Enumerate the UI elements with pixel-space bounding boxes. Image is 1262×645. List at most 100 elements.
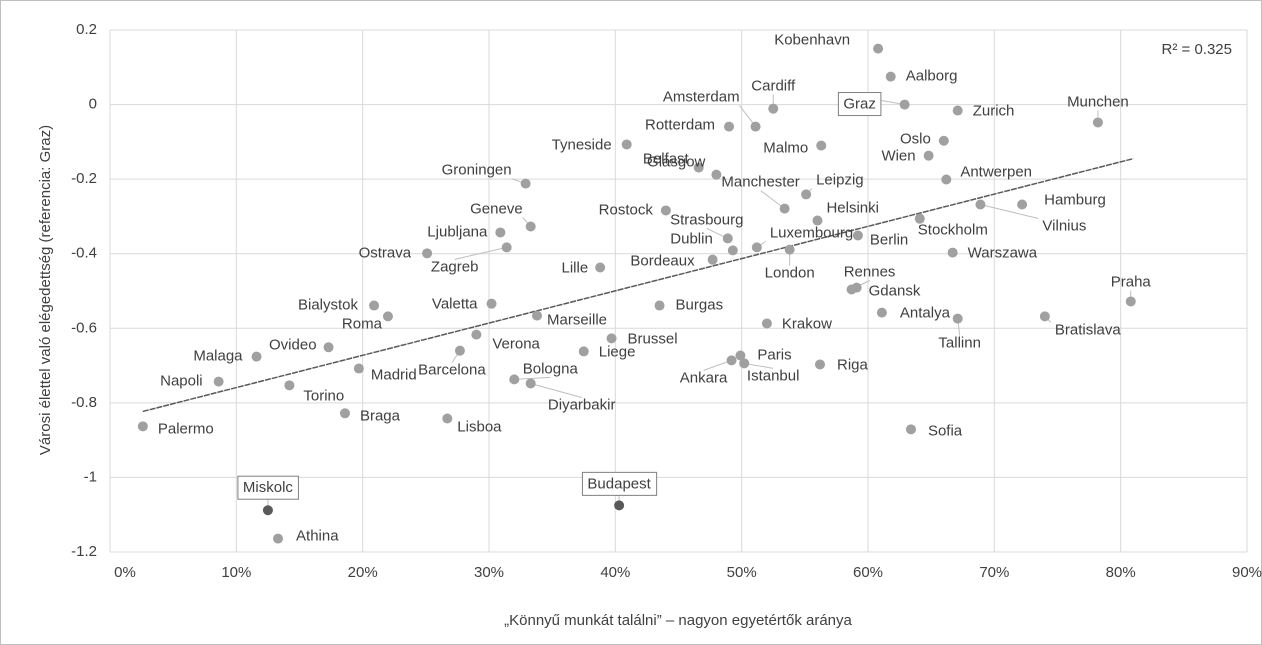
- point: [614, 500, 625, 511]
- point: [532, 310, 543, 321]
- point-label: Verona: [492, 336, 540, 353]
- point-label: Braga: [360, 407, 401, 424]
- point-label: Brussel: [628, 330, 678, 347]
- point: [339, 408, 350, 419]
- y-axis-label: Városi élettel való elégedettség (refere…: [37, 125, 54, 455]
- point-label: Geneve: [470, 200, 523, 217]
- x-tick-label: 40%: [600, 564, 630, 581]
- point-label: Dublin: [670, 230, 713, 247]
- point-label: Cardiff: [751, 78, 796, 95]
- label-box: [237, 475, 299, 500]
- y-tick-label: -0.8: [71, 394, 97, 411]
- point: [885, 71, 896, 82]
- point: [495, 227, 506, 238]
- point-label: Lisboa: [457, 418, 502, 435]
- point: [525, 378, 536, 389]
- point-label: Napoli: [160, 373, 203, 390]
- point-label: Miskolc: [243, 479, 294, 496]
- x-tick-label: 90%: [1232, 564, 1262, 581]
- point: [952, 105, 963, 116]
- point: [852, 230, 863, 241]
- x-tick-label: 50%: [727, 564, 757, 581]
- point: [422, 248, 433, 259]
- point-label: Vilnius: [1042, 217, 1086, 234]
- point: [654, 300, 665, 311]
- point: [707, 254, 718, 265]
- point: [779, 203, 790, 214]
- point-label: Praha: [1111, 273, 1152, 290]
- point: [711, 169, 722, 180]
- y-tick-label: -1: [84, 468, 97, 485]
- point-label: Strasbourg: [670, 211, 743, 228]
- point-label: Leipzig: [816, 171, 864, 188]
- point: [761, 318, 772, 329]
- point-label: Marseille: [547, 312, 607, 329]
- point: [442, 413, 453, 424]
- point-label: Antalya: [900, 305, 951, 322]
- x-tick-label: 70%: [979, 564, 1009, 581]
- point: [947, 247, 958, 258]
- point-label: Valetta: [432, 296, 478, 313]
- point: [382, 311, 393, 322]
- point: [137, 421, 148, 432]
- point: [509, 374, 520, 385]
- point: [525, 221, 536, 232]
- point: [1039, 311, 1050, 322]
- y-tick-label: 0.2: [76, 21, 97, 38]
- point-label: Rennes: [844, 263, 896, 280]
- point-label: Munchen: [1067, 93, 1129, 110]
- point-label: Roma: [342, 315, 383, 332]
- point: [520, 178, 531, 189]
- label-box: [837, 92, 882, 117]
- point: [784, 244, 795, 255]
- point-label: Madrid: [371, 367, 417, 384]
- x-tick-label: 60%: [853, 564, 883, 581]
- point: [660, 205, 671, 216]
- point-label: Rostock: [599, 201, 654, 218]
- point: [914, 213, 925, 224]
- point: [606, 333, 617, 344]
- point-label: Helsinki: [826, 199, 879, 216]
- leader-line: [980, 204, 1039, 219]
- point-label: Diyarbakir: [548, 396, 616, 413]
- point-label: London: [765, 265, 815, 282]
- y-tick-label: -1.2: [71, 543, 97, 560]
- point: [899, 99, 910, 110]
- point-label: Torino: [303, 387, 344, 404]
- point-label: Warszawa: [968, 245, 1038, 262]
- point-label: Hamburg: [1044, 191, 1106, 208]
- point-label: Paris: [757, 346, 791, 363]
- point-label: Bratislava: [1055, 321, 1122, 338]
- point-label: Ovideo: [269, 336, 317, 353]
- point-label: Stockholm: [918, 222, 988, 239]
- point-label: Ostrava: [359, 244, 412, 261]
- point-label: Riga: [837, 356, 869, 373]
- leader-line: [514, 376, 551, 380]
- point-label: Tyneside: [552, 136, 612, 153]
- point: [578, 346, 589, 357]
- point-label: Barcelona: [418, 362, 486, 379]
- point: [621, 139, 632, 150]
- point: [724, 121, 735, 132]
- label-box: [581, 471, 658, 496]
- point: [213, 376, 224, 387]
- point-label: Bordeaux: [630, 253, 695, 270]
- point: [768, 103, 779, 114]
- point-label: Luxembourg: [770, 224, 853, 241]
- point: [814, 359, 825, 370]
- point-label: Liege: [599, 343, 636, 360]
- point: [1125, 296, 1136, 307]
- point: [722, 233, 733, 244]
- point-label: Athina: [296, 528, 339, 545]
- point: [750, 121, 761, 132]
- point-label: Bialystok: [298, 297, 359, 314]
- point: [369, 300, 380, 311]
- point-label: Budapest: [587, 475, 651, 492]
- point-label: Ankara: [680, 369, 728, 386]
- point-label: Istanbul: [747, 367, 800, 384]
- point-label: Kobenhavn: [774, 32, 850, 49]
- point-label: Groningen: [442, 162, 512, 179]
- point: [284, 380, 295, 391]
- x-tick-label: 20%: [348, 564, 378, 581]
